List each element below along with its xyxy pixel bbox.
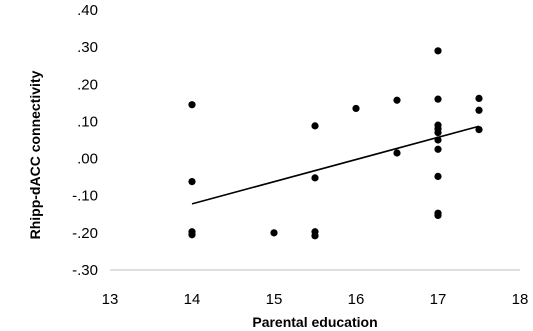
data-point [270,229,278,237]
y-tick-label: -.20 [72,225,98,242]
data-point [475,106,483,114]
x-axis-title: Parental education [252,314,377,330]
y-axis-tick-labels: -.30 -.20 -.10 .00 .10 .20 .30 .40 [72,2,98,279]
data-point [311,174,319,182]
trendline [191,125,480,205]
x-axis-tick-labels: 13 14 15 16 17 18 [102,291,529,308]
data-point [393,96,401,104]
x-tick-label: 17 [430,291,447,308]
data-point [311,232,319,240]
y-tick-label: -.10 [72,188,98,205]
x-tick-label: 16 [348,291,365,308]
y-tick-label: -.30 [72,262,98,279]
data-point [434,211,442,219]
data-point [434,47,442,55]
data-point [434,145,442,153]
data-point [475,94,483,102]
plot-area: -.30 -.20 -.10 .00 .10 .20 .30 .40 13 14 15 16 17 18 [72,2,528,308]
data-point [393,149,401,157]
data-point [188,178,196,186]
data-point [434,95,442,103]
data-point [352,104,360,113]
y-tick-label: .20 [77,76,98,93]
data-point [434,128,442,137]
x-tick-label: 14 [184,291,201,308]
x-tick-label: 18 [512,291,529,308]
x-tick-label: 15 [266,291,283,308]
data-point [434,172,442,180]
data-point [311,122,319,130]
y-tick-label: .10 [77,113,98,130]
data-points [188,47,483,240]
data-point [475,126,483,134]
y-tick-label: .40 [77,2,98,19]
data-point [188,101,196,109]
x-tick-label: 13 [102,291,119,308]
y-axis-title: Rhipp-dACC connectivity [27,70,43,239]
y-tick-label: .30 [77,39,98,56]
data-point [188,231,196,239]
y-tick-label: .00 [77,151,98,168]
